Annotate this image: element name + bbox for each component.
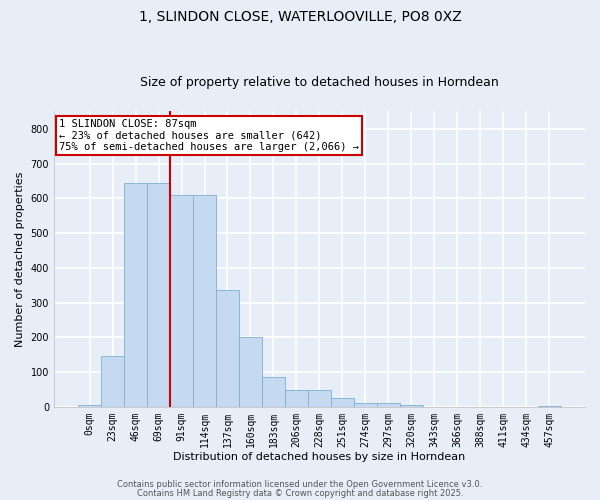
Bar bbox=[147, 182, 170, 407]
Title: Size of property relative to detached houses in Horndean: Size of property relative to detached ho… bbox=[140, 76, 499, 90]
X-axis label: Distribution of detached houses by size in Horndean: Distribution of detached houses by size … bbox=[173, 452, 466, 462]
Bar bbox=[308, 390, 331, 407]
Bar bbox=[170, 195, 193, 407]
Bar bbox=[193, 195, 216, 407]
Bar bbox=[331, 398, 354, 407]
Bar bbox=[262, 378, 285, 407]
Bar bbox=[377, 402, 400, 407]
Bar bbox=[124, 182, 147, 407]
Text: Contains public sector information licensed under the Open Government Licence v3: Contains public sector information licen… bbox=[118, 480, 482, 489]
Text: Contains HM Land Registry data © Crown copyright and database right 2025.: Contains HM Land Registry data © Crown c… bbox=[137, 488, 463, 498]
Bar bbox=[239, 338, 262, 407]
Bar bbox=[78, 405, 101, 407]
Bar bbox=[101, 356, 124, 407]
Text: 1 SLINDON CLOSE: 87sqm
← 23% of detached houses are smaller (642)
75% of semi-de: 1 SLINDON CLOSE: 87sqm ← 23% of detached… bbox=[59, 119, 359, 152]
Text: 1, SLINDON CLOSE, WATERLOOVILLE, PO8 0XZ: 1, SLINDON CLOSE, WATERLOOVILLE, PO8 0XZ bbox=[139, 10, 461, 24]
Bar bbox=[354, 402, 377, 407]
Bar bbox=[216, 290, 239, 407]
Bar bbox=[400, 406, 423, 407]
Bar bbox=[538, 406, 561, 407]
Bar bbox=[285, 390, 308, 407]
Y-axis label: Number of detached properties: Number of detached properties bbox=[15, 172, 25, 347]
